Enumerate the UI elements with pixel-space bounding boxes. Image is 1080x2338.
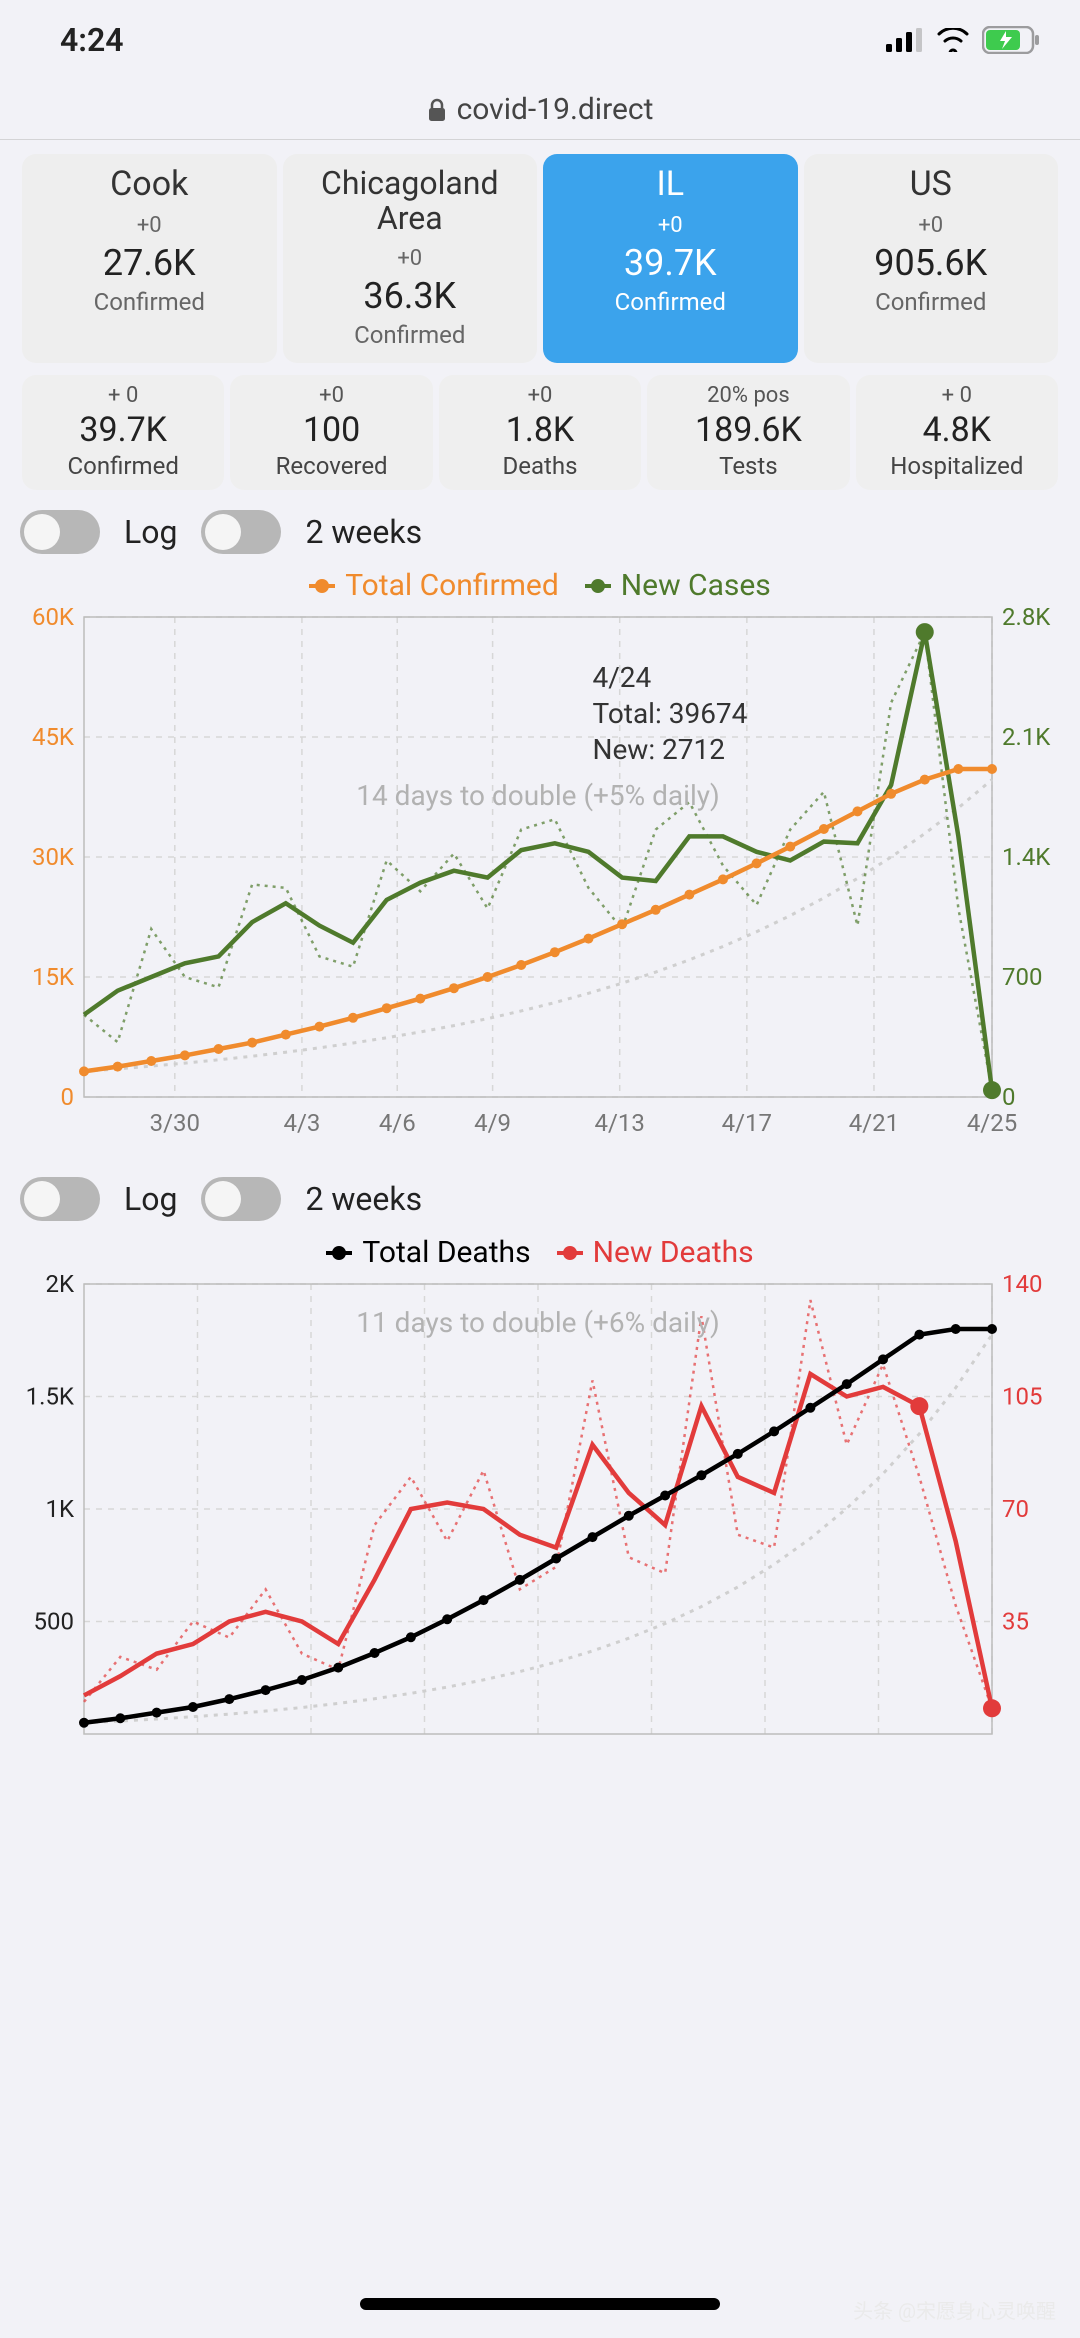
- svg-text:30K: 30K: [32, 843, 75, 871]
- svg-text:4/6: 4/6: [379, 1109, 416, 1137]
- svg-text:4/17: 4/17: [722, 1109, 772, 1137]
- svg-text:105: 105: [1002, 1383, 1042, 1411]
- svg-text:14 days to double (+5% daily): 14 days to double (+5% daily): [356, 779, 720, 812]
- chart2-toggles: Log 2 weeks: [0, 1171, 1080, 1231]
- chart1: 0 15K 30K 45K 60K 0 700 1.4K 2.1K 2.8K 3/30 4/3 4/6 4…: [0, 607, 1080, 1171]
- address-text: covid-19.direct: [457, 92, 654, 127]
- home-indicator[interactable]: [360, 2298, 720, 2310]
- svg-text:1K: 1K: [45, 1495, 74, 1523]
- lock-icon: [427, 98, 447, 122]
- svg-text:4/25: 4/25: [967, 1109, 1017, 1137]
- svg-text:4/24: 4/24: [592, 661, 651, 694]
- weeks-toggle[interactable]: [201, 510, 281, 554]
- svg-text:4/9: 4/9: [474, 1109, 511, 1137]
- stat-row: + 039.7KConfirmed+0100Recovered+01.8KDea…: [0, 369, 1080, 504]
- legend-total-deaths[interactable]: Total Deaths: [326, 1235, 530, 1270]
- svg-text:1.4K: 1.4K: [1002, 843, 1051, 871]
- svg-text:15K: 15K: [32, 963, 75, 991]
- stat-deaths[interactable]: +01.8KDeaths: [439, 375, 641, 490]
- legend-new-deaths[interactable]: New Deaths: [557, 1235, 754, 1270]
- log-label-2: Log: [124, 1180, 177, 1218]
- region-tab-us[interactable]: US+0905.6KConfirmed: [804, 154, 1059, 363]
- address-bar[interactable]: covid-19.direct: [0, 80, 1080, 140]
- svg-text:700: 700: [1002, 963, 1042, 991]
- svg-text:70: 70: [1002, 1495, 1029, 1523]
- svg-text:1.5K: 1.5K: [26, 1383, 75, 1411]
- stat-confirmed[interactable]: + 039.7KConfirmed: [22, 375, 224, 490]
- svg-text:60K: 60K: [32, 607, 75, 631]
- confirmed-chart[interactable]: 0 15K 30K 45K 60K 0 700 1.4K 2.1K 2.8K 3/30 4/3 4/6 4…: [8, 607, 1072, 1147]
- svg-text:3/30: 3/30: [150, 1109, 200, 1137]
- region-tab-il[interactable]: IL+039.7KConfirmed: [543, 154, 798, 363]
- chart1-toggles: Log 2 weeks: [0, 504, 1080, 564]
- status-bar: 4:24: [0, 0, 1080, 80]
- svg-text:2.8K: 2.8K: [1002, 607, 1051, 631]
- signal-icon: [886, 28, 924, 52]
- svg-text:140: 140: [1002, 1274, 1042, 1298]
- svg-text:New: 2712: New: 2712: [592, 733, 725, 766]
- weeks-label: 2 weeks: [305, 513, 422, 551]
- status-icons: [886, 26, 1040, 54]
- svg-text:35: 35: [1002, 1608, 1029, 1636]
- status-time: 4:24: [60, 21, 124, 59]
- legend-new-cases[interactable]: New Cases: [585, 568, 771, 603]
- svg-text:45K: 45K: [32, 723, 75, 751]
- watermark: 头条 @宋愿身心灵唤醒: [853, 2295, 1056, 2324]
- chart2: 500 1K 1.5K 2K 35 70 105 140 11 days to double (…: [0, 1274, 1080, 1768]
- svg-text:500: 500: [34, 1608, 74, 1636]
- battery-icon: [982, 26, 1040, 54]
- log-toggle[interactable]: [20, 510, 100, 554]
- stat-recovered[interactable]: +0100Recovered: [230, 375, 432, 490]
- log-toggle-2[interactable]: [20, 1177, 100, 1221]
- svg-text:11 days to double (+6% daily): 11 days to double (+6% daily): [356, 1306, 720, 1339]
- svg-text:0: 0: [1002, 1083, 1016, 1111]
- svg-text:Total: 39674: Total: 39674: [592, 697, 747, 730]
- wifi-icon: [936, 28, 970, 52]
- stat-hospitalized[interactable]: + 04.8KHospitalized: [856, 375, 1058, 490]
- region-tabs: Cook+027.6KConfirmedChicagoland Area+036…: [0, 140, 1080, 369]
- chart1-legend: Total Confirmed New Cases: [0, 564, 1080, 607]
- weeks-toggle-2[interactable]: [201, 1177, 281, 1221]
- weeks-label-2: 2 weeks: [305, 1180, 422, 1218]
- region-tab-chicagoland-area[interactable]: Chicagoland Area+036.3KConfirmed: [283, 154, 538, 363]
- log-label: Log: [124, 513, 177, 551]
- deaths-chart[interactable]: 500 1K 1.5K 2K 35 70 105 140 11 days to double (…: [8, 1274, 1072, 1744]
- svg-text:2K: 2K: [45, 1274, 74, 1298]
- stat-tests[interactable]: 20% pos189.6KTests: [647, 375, 849, 490]
- legend-total-confirmed[interactable]: Total Confirmed: [309, 568, 559, 603]
- svg-text:4/3: 4/3: [283, 1109, 320, 1137]
- region-tab-cook[interactable]: Cook+027.6KConfirmed: [22, 154, 277, 363]
- svg-text:2.1K: 2.1K: [1002, 723, 1051, 751]
- svg-text:4/13: 4/13: [595, 1109, 645, 1137]
- chart2-legend: Total Deaths New Deaths: [0, 1231, 1080, 1274]
- svg-text:4/21: 4/21: [849, 1109, 899, 1137]
- svg-text:0: 0: [61, 1083, 75, 1111]
